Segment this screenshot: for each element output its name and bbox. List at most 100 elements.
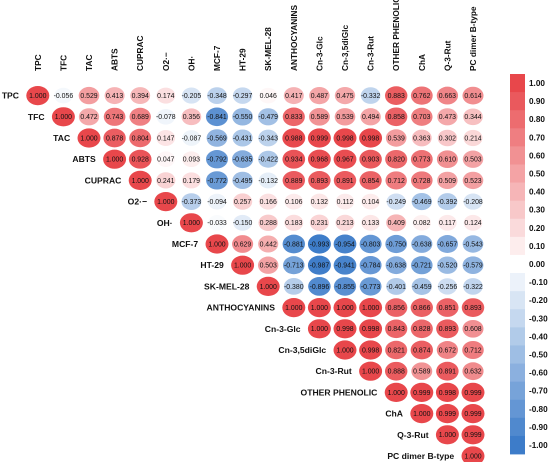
cell-value-1-11: 0.589 xyxy=(311,114,328,121)
cell-6-8 xyxy=(233,214,252,231)
cell-7-16 xyxy=(436,235,459,253)
cell-7-12 xyxy=(333,234,357,254)
row-label-4: CUPRAC xyxy=(85,175,122,185)
cell-value-1-8: -0.550 xyxy=(233,114,253,121)
cell-8-15 xyxy=(411,256,433,275)
cell-value-3-4: 0.928 xyxy=(132,157,149,164)
cell-value-11-17: 0.608 xyxy=(464,326,481,333)
cell-value-6-8: -0.150 xyxy=(233,220,253,227)
cell-value-5-6: -0.373 xyxy=(182,199,202,206)
cell-value-2-8: -0.431 xyxy=(233,135,253,142)
cell-value-4-10: 0.889 xyxy=(285,178,302,185)
column-label-12: Cn-3,5diGlc xyxy=(340,25,350,71)
colorbar-tick-19: -0.90 xyxy=(529,423,548,432)
cell-value-15-17: 0.999 xyxy=(464,411,481,418)
column-label-2: TAC xyxy=(84,55,94,71)
cell-value-4-16: 0.509 xyxy=(439,178,456,185)
colorbar-swatch-13 xyxy=(510,309,525,328)
cell-value-5-12: 0.112 xyxy=(337,199,354,206)
cell-value-11-13: 0.998 xyxy=(362,326,379,333)
cell-4-12 xyxy=(333,171,357,190)
cell-12-12 xyxy=(333,340,357,360)
cell-0-17 xyxy=(462,86,484,105)
colorbar-swatch-7 xyxy=(510,200,525,220)
cell-value-3-10: 0.934 xyxy=(285,157,302,164)
cell-value-6-15: 0.082 xyxy=(413,220,430,227)
cell-value-7-9: 0.442 xyxy=(260,241,277,248)
cell-value-15-15: 1.000 xyxy=(413,411,430,418)
cell-value-9-10: -0.380 xyxy=(284,284,304,291)
cell-11-15 xyxy=(410,319,433,339)
cell-value-2-16: 0.302 xyxy=(439,135,456,142)
cell-2-2 xyxy=(77,128,101,148)
cell-value-3-8: -0.635 xyxy=(233,157,253,164)
colorbar-tick-18: -0.80 xyxy=(529,405,548,414)
cell-value-4-17: 0.523 xyxy=(464,178,481,185)
column-label-5: O2·− xyxy=(161,52,171,71)
row-label-3: ABTS xyxy=(72,154,96,164)
cell-4-13 xyxy=(359,171,382,190)
cell-3-8 xyxy=(232,150,254,169)
cell-value-6-16: 0.117 xyxy=(439,220,456,227)
cell-1-8 xyxy=(232,108,253,126)
cell-value-0-15: 0.762 xyxy=(413,93,430,100)
cell-0-8 xyxy=(232,87,253,104)
colorbar-tick-11: -0.10 xyxy=(529,278,548,287)
cell-11-14 xyxy=(385,319,408,339)
cell-5-5 xyxy=(154,192,178,212)
cell-3-3 xyxy=(103,149,127,169)
cell-1-12 xyxy=(334,108,356,126)
colorbar-swatch-17 xyxy=(510,381,525,401)
cell-value-4-4: 1.000 xyxy=(132,178,149,185)
cell-4-7 xyxy=(206,171,228,190)
cell-value-6-9: 0.288 xyxy=(260,220,277,227)
cell-value-8-8: 1.000 xyxy=(234,263,251,270)
cell-0-10 xyxy=(283,87,304,105)
cell-1-9 xyxy=(258,108,279,126)
row-label-7: MCF-7 xyxy=(172,239,198,249)
cell-8-10 xyxy=(283,256,305,275)
cell-value-0-12: 0.475 xyxy=(336,93,353,100)
cell-0-1 xyxy=(54,87,73,104)
cell-13-14 xyxy=(384,361,408,381)
cell-14-17 xyxy=(461,382,485,402)
cell-value-10-11: 1.000 xyxy=(311,305,328,312)
cell-0-5 xyxy=(156,87,176,104)
cell-value-0-9: 0.046 xyxy=(260,93,277,100)
cell-value-5-10: 0.106 xyxy=(285,199,302,206)
cell-value-14-15: 0.999 xyxy=(413,390,430,397)
cell-value-9-12: -0.855 xyxy=(335,284,355,291)
colorbar-swatch-9 xyxy=(510,236,525,256)
cell-value-0-8: -0.297 xyxy=(233,93,253,100)
cell-5-10 xyxy=(284,193,304,210)
cell-value-12-17: 0.712 xyxy=(464,347,481,354)
colorbar-swatch-3 xyxy=(510,128,525,147)
cell-8-12 xyxy=(333,255,357,275)
cell-2-16 xyxy=(437,129,458,147)
column-label-9: SK-MEL-28 xyxy=(263,27,273,71)
cell-value-11-11: 1.000 xyxy=(311,326,328,333)
colorbar-tick-7: 0.30 xyxy=(529,206,545,215)
row-label-14: OTHER PHENOLIC xyxy=(301,387,378,397)
cell-value-11-14: 0.843 xyxy=(388,326,405,333)
cell-value-12-15: 0.874 xyxy=(413,347,430,354)
cell-0-13 xyxy=(360,87,381,104)
cell-value-0-4: 0.394 xyxy=(132,93,149,100)
cell-value-16-16: 1.000 xyxy=(439,432,456,439)
cell-12-13 xyxy=(359,340,383,360)
cell-value-1-16: 0.473 xyxy=(439,114,456,121)
cell-12-17 xyxy=(462,340,484,360)
cell-value-9-9: 1.000 xyxy=(260,284,277,291)
cell-value-7-17: -0.543 xyxy=(463,241,483,248)
column-label-3: ABTS xyxy=(110,48,120,71)
cell-3-4 xyxy=(128,149,152,169)
cell-value-0-1: -0.056 xyxy=(54,93,74,100)
cell-value-3-6: 0.093 xyxy=(183,157,200,164)
cell-9-13 xyxy=(359,277,382,296)
cell-value-13-14: 0.888 xyxy=(388,369,405,376)
cell-4-5 xyxy=(156,172,176,189)
cell-value-0-13: -0.332 xyxy=(361,93,381,100)
cell-13-16 xyxy=(436,361,459,381)
colorbar-tick-13: -0.30 xyxy=(529,314,548,323)
colorbar: 1.00 0.90 0.80 0.70 0.60 0.50 0.40 0.30 0.20 0.10… xyxy=(510,74,548,455)
